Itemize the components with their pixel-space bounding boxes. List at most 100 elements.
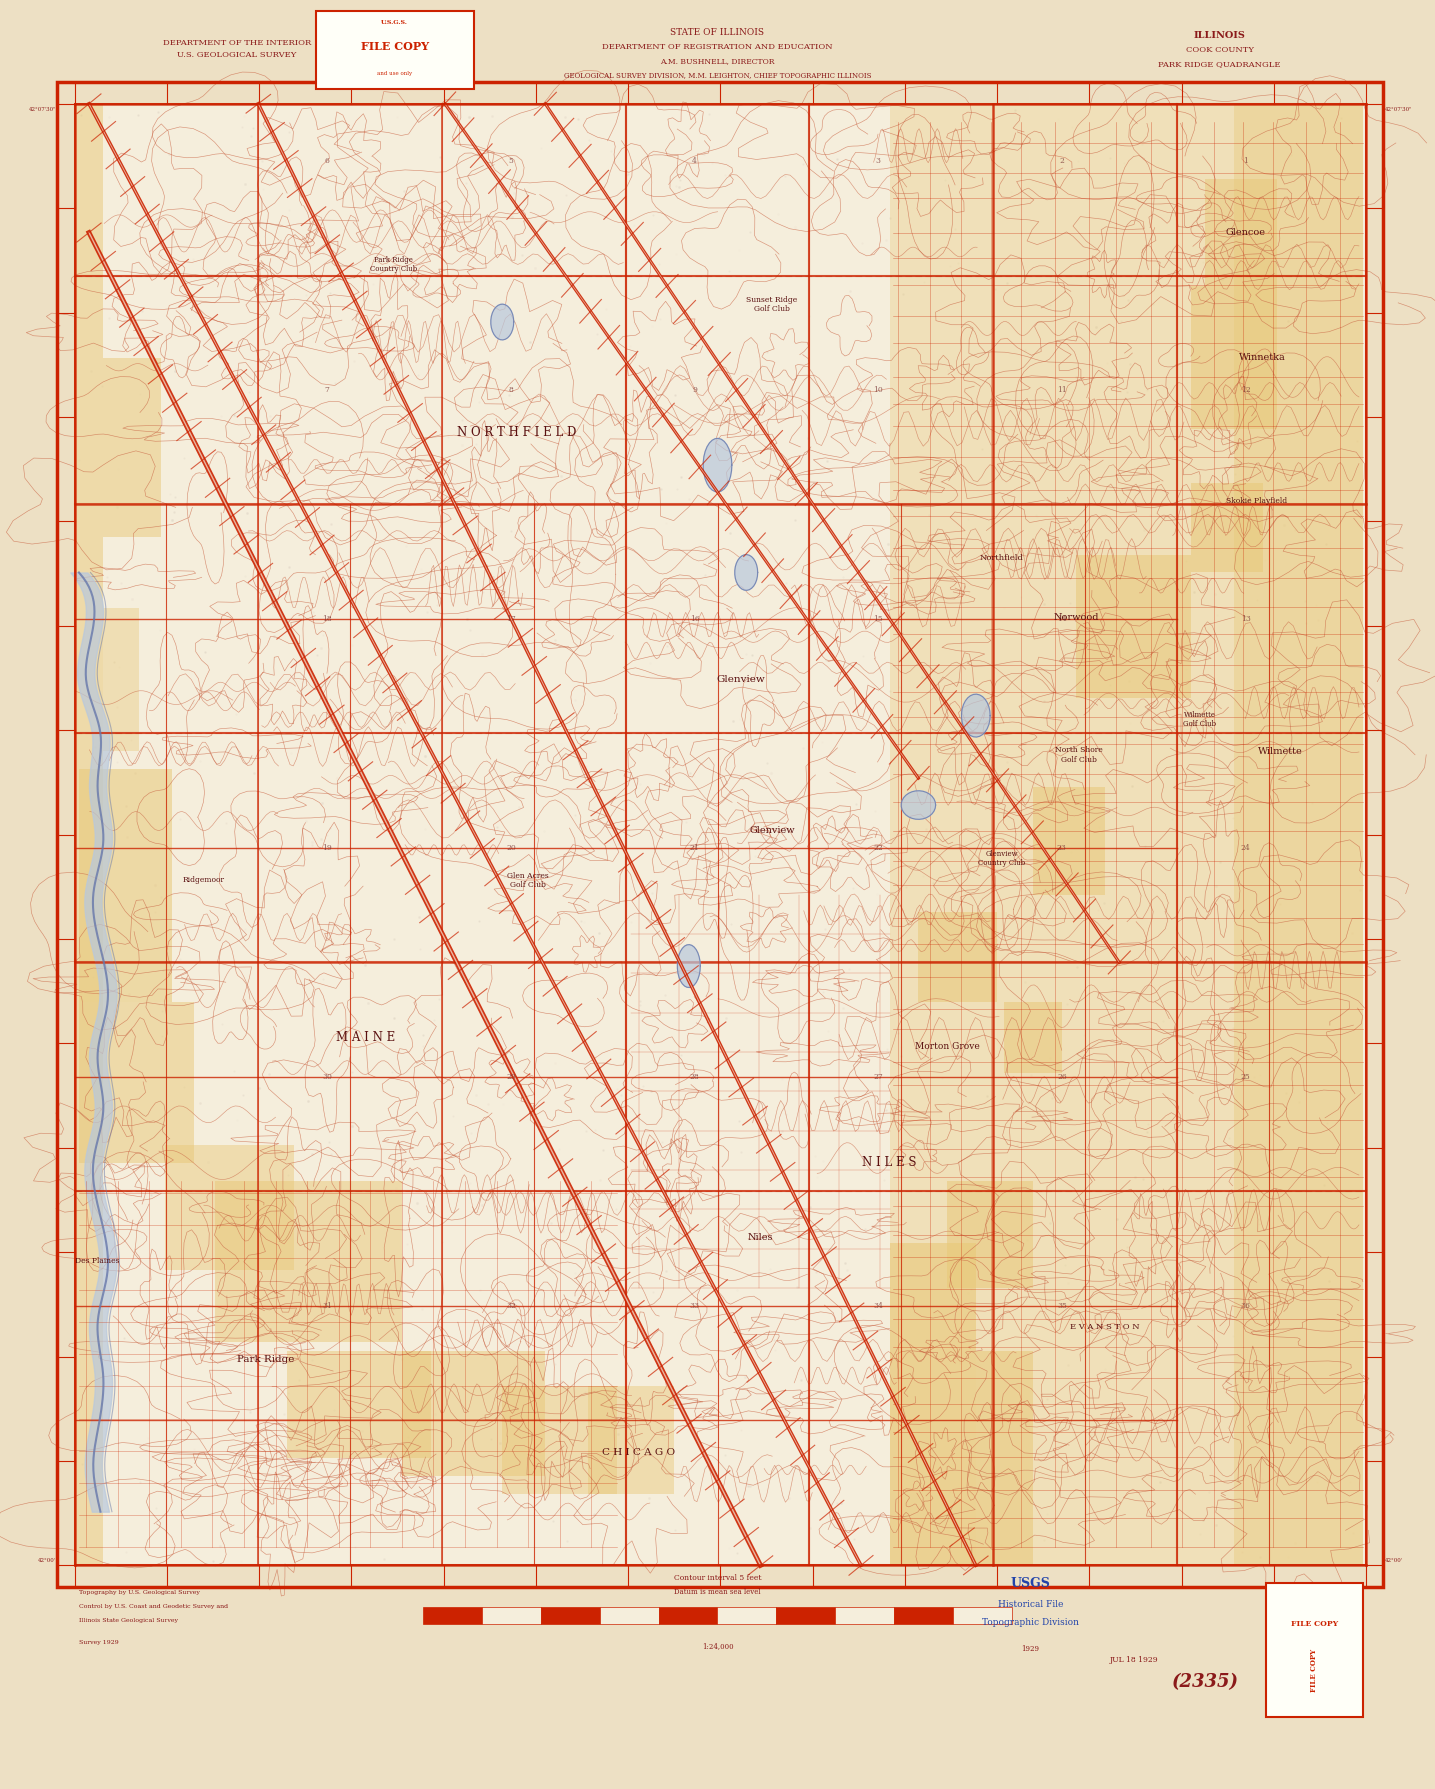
Text: N O R T H F I E L D: N O R T H F I E L D [456,426,577,440]
Text: Topographic Division: Topographic Division [982,1617,1079,1628]
Bar [541,1607,600,1624]
Text: FILE COPY: FILE COPY [360,41,429,52]
Text: Glen Acres
Golf Club: Glen Acres Golf Club [507,871,550,889]
Bar [57,82,1383,1587]
Text: Topography by U.S. Geological Survey: Topography by U.S. Geological Survey [79,1590,199,1594]
Text: 36: 36 [1241,1302,1250,1310]
Bar [718,1607,776,1624]
Text: C H I C A G O: C H I C A G O [603,1447,674,1458]
Text: 24: 24 [1241,844,1250,852]
Text: 42°07'30": 42°07'30" [1385,107,1412,111]
Text: 16: 16 [690,615,699,623]
Polygon shape [901,791,936,819]
Text: North Shore
Golf Club: North Shore Golf Club [1055,746,1104,764]
Text: 17: 17 [507,615,515,623]
Text: Wilmette: Wilmette [1257,746,1303,757]
Text: Norwood: Norwood [1053,612,1099,623]
Text: N I L E S: N I L E S [862,1156,917,1170]
Text: Glenview
Country Club: Glenview Country Club [979,850,1025,868]
Text: 11: 11 [1058,386,1066,394]
Bar [423,1607,482,1624]
Text: 7: 7 [324,386,330,394]
Text: ILLINOIS: ILLINOIS [1194,30,1246,41]
Text: 42°00': 42°00' [37,1558,56,1562]
Bar [1076,555,1191,698]
Text: DEPARTMENT OF THE INTERIOR: DEPARTMENT OF THE INTERIOR [162,39,311,47]
Text: 8: 8 [508,386,514,394]
Text: Skokie Playfield: Skokie Playfield [1227,497,1287,504]
Polygon shape [677,945,700,988]
Bar [165,1145,294,1270]
Bar [79,769,172,1002]
Text: and use only: and use only [377,72,412,77]
Polygon shape [491,304,514,340]
Text: 3: 3 [875,157,881,165]
Text: 42°00': 42°00' [1385,1558,1403,1562]
Text: 31: 31 [323,1302,331,1310]
Text: 20: 20 [507,844,515,852]
Text: 21: 21 [690,844,699,852]
Text: 4: 4 [692,157,697,165]
Bar [1191,286,1277,429]
Text: Contour interval 5 feet: Contour interval 5 feet [674,1574,761,1581]
Text: Ridgemoor: Ridgemoor [182,877,225,884]
Bar [953,1607,1012,1624]
Bar [75,104,1366,1565]
Text: COOK COUNTY: COOK COUNTY [1185,47,1254,54]
Bar [890,1243,976,1565]
Text: (2335): (2335) [1172,1673,1238,1691]
Text: Park Ridge: Park Ridge [237,1354,294,1365]
Bar [287,1351,430,1458]
Bar [402,1351,545,1476]
Text: M A I N E: M A I N E [336,1030,396,1045]
Text: 9: 9 [692,386,697,394]
Text: Control by U.S. Coast and Geodetic Survey and: Control by U.S. Coast and Geodetic Surve… [79,1605,228,1608]
Text: 13: 13 [1241,615,1250,623]
Text: 10: 10 [874,386,883,394]
Text: 33: 33 [690,1302,699,1310]
Text: FILE COPY: FILE COPY [1292,1619,1337,1628]
Bar [1234,104,1363,1565]
Bar [1004,1002,1062,1073]
Bar [502,1386,617,1494]
Text: Park Ridge
Country Club: Park Ridge Country Club [370,256,416,274]
Text: 35: 35 [1058,1302,1066,1310]
Bar [588,1386,674,1494]
Text: 32: 32 [507,1302,515,1310]
Text: 30: 30 [323,1073,331,1081]
Text: GEOLOGICAL SURVEY DIVISION, M.M. LEIGHTON, CHIEF TOPOGRAPHIC ILLINOIS: GEOLOGICAL SURVEY DIVISION, M.M. LEIGHTO… [564,72,871,79]
Text: 1:24,000: 1:24,000 [702,1642,733,1649]
Text: Historical File: Historical File [997,1599,1063,1610]
Bar [600,1607,659,1624]
Text: A.M. BUSHNELL, DIRECTOR: A.M. BUSHNELL, DIRECTOR [660,57,775,64]
Polygon shape [961,694,990,737]
Text: 1: 1 [1243,157,1248,165]
Bar [894,1607,953,1624]
Bar [75,104,1366,1565]
Text: 28: 28 [690,1073,699,1081]
Text: 5: 5 [508,157,514,165]
Bar [1033,787,1105,894]
Text: 26: 26 [1058,1073,1066,1081]
Bar [1266,1583,1363,1717]
Text: DEPARTMENT OF REGISTRATION AND EDUCATION: DEPARTMENT OF REGISTRATION AND EDUCATION [603,43,832,50]
Text: 25: 25 [1241,1073,1250,1081]
Bar [947,1181,1033,1288]
Text: JUL 18 1929: JUL 18 1929 [1109,1657,1158,1664]
Text: Illinois State Geological Survey: Illinois State Geological Survey [79,1619,178,1623]
Text: U.S.G.S.: U.S.G.S. [382,20,408,25]
Text: FILE COPY: FILE COPY [1310,1649,1319,1692]
Text: U.S. GEOLOGICAL SURVEY: U.S. GEOLOGICAL SURVEY [177,52,297,59]
Text: 29: 29 [507,1073,515,1081]
Text: 19: 19 [323,844,331,852]
Bar [103,358,161,537]
Bar [976,1351,1033,1565]
Text: 27: 27 [874,1073,883,1081]
Text: Sunset Ridge
Golf Club: Sunset Ridge Golf Club [746,295,798,313]
Text: Datum is mean sea level: Datum is mean sea level [674,1589,761,1596]
Text: Wilmette
Golf Club: Wilmette Golf Club [1182,710,1217,728]
Text: Glencoe: Glencoe [1225,227,1266,238]
Bar [79,1002,194,1163]
Bar [835,1607,894,1624]
Text: PARK RIDGE QUADRANGLE: PARK RIDGE QUADRANGLE [1158,61,1281,68]
